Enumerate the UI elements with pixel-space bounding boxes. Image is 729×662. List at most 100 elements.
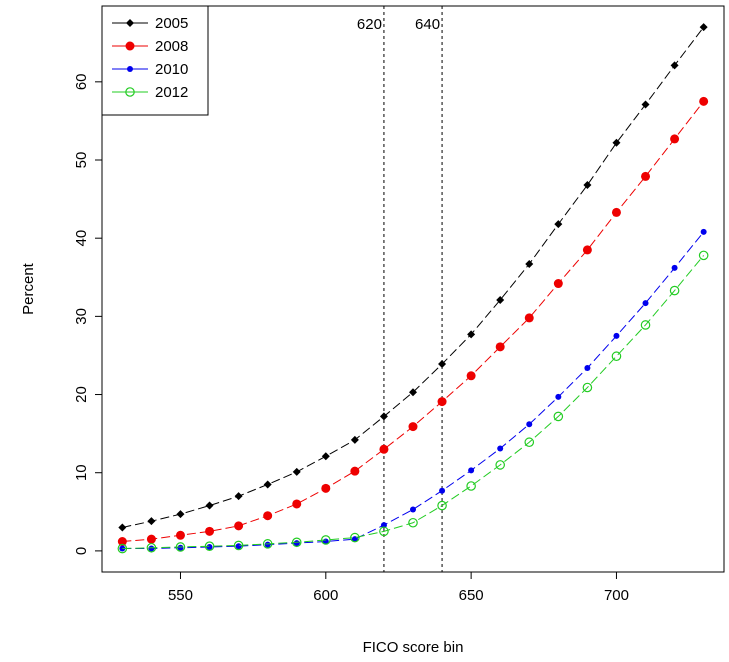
series-2005 [118, 23, 708, 532]
data-point [582, 245, 592, 255]
data-point [525, 259, 534, 268]
data-point [176, 510, 185, 519]
legend-label: 2012 [155, 84, 188, 101]
data-point [612, 138, 621, 147]
data-point [204, 541, 215, 552]
data-point [125, 41, 135, 51]
series-2010 [119, 228, 707, 552]
data-point [292, 499, 302, 509]
data-point [700, 228, 707, 235]
data-point [117, 537, 127, 547]
data-point [379, 526, 389, 537]
data-point [584, 364, 591, 371]
y-tick-label: 40 [73, 230, 90, 247]
data-point [467, 330, 476, 339]
data-point [234, 492, 243, 501]
series-line [122, 231, 705, 550]
data-point [146, 534, 156, 544]
y-tick-label: 0 [73, 547, 90, 555]
data-point [263, 511, 273, 521]
data-point [350, 466, 360, 476]
data-point [148, 545, 155, 552]
data-point [321, 452, 330, 461]
data-point [526, 421, 533, 428]
data-point [177, 544, 184, 551]
data-point [321, 483, 331, 493]
data-point [583, 181, 592, 190]
data-point [466, 481, 476, 491]
data-point [613, 332, 620, 339]
data-point [206, 543, 213, 550]
legend-item-2012: 2012 [112, 84, 188, 101]
data-point [496, 295, 505, 304]
series-group [117, 23, 709, 554]
legend-item-2008: 2008 [112, 38, 188, 55]
data-point [205, 526, 215, 536]
data-point [698, 250, 709, 261]
series-2008 [117, 96, 709, 547]
data-point [640, 320, 651, 330]
y-tick-label: 60 [73, 73, 90, 90]
data-point [699, 96, 709, 106]
data-point [437, 500, 447, 511]
series-2012 [117, 250, 709, 554]
data-point [321, 535, 331, 545]
data-point [175, 530, 185, 540]
plot-frame [101, 5, 725, 573]
legend-label: 2008 [155, 38, 188, 55]
data-point [147, 517, 156, 526]
data-point [408, 517, 418, 528]
data-point [125, 87, 135, 97]
vline-label-620: 620 [357, 16, 382, 33]
data-point [437, 397, 447, 407]
legend-label: 2010 [155, 61, 188, 78]
legend-item-2005: 2005 [112, 15, 188, 32]
data-point [524, 437, 535, 448]
data-point [495, 460, 505, 470]
data-point [379, 412, 388, 421]
data-point [410, 506, 416, 513]
data-point [495, 342, 505, 352]
legend: 2005 2008 2010 2012 [101, 5, 209, 116]
vline-label-640: 640 [415, 16, 440, 33]
data-point [293, 540, 300, 547]
data-point [497, 445, 504, 452]
data-point [118, 523, 127, 532]
data-point [262, 539, 273, 549]
data-point [235, 543, 242, 550]
data-point [409, 388, 417, 397]
y-axis-title: Percent [20, 262, 37, 315]
data-point [126, 19, 134, 27]
data-point [291, 537, 302, 548]
data-point [408, 422, 418, 432]
data-point [380, 522, 387, 529]
data-point [439, 487, 446, 494]
data-point [554, 220, 563, 229]
y-tick-label: 10 [73, 464, 90, 481]
legend-item-2010: 2010 [112, 61, 188, 78]
legend-label: 2005 [155, 15, 188, 32]
y-axis: 0 10 20 30 40 50 60 [73, 73, 102, 555]
x-tick-label: 550 [168, 587, 193, 604]
data-point [263, 480, 272, 489]
data-point [582, 382, 593, 393]
data-point [127, 66, 133, 72]
data-point [611, 207, 621, 217]
x-axis-title: FICO score bin [363, 639, 464, 656]
data-point [205, 501, 214, 510]
x-tick-label: 600 [313, 587, 338, 604]
reference-lines: 620 640 [357, 6, 443, 572]
data-point [642, 300, 649, 307]
series-line [122, 255, 705, 550]
data-point [670, 61, 679, 70]
data-point [264, 541, 271, 548]
data-point [699, 23, 708, 32]
data-point [292, 467, 301, 476]
data-point [234, 521, 244, 531]
data-point [641, 171, 651, 181]
data-point [438, 360, 447, 369]
y-tick-label: 20 [73, 386, 90, 403]
data-point [233, 540, 244, 551]
data-point [611, 351, 622, 362]
